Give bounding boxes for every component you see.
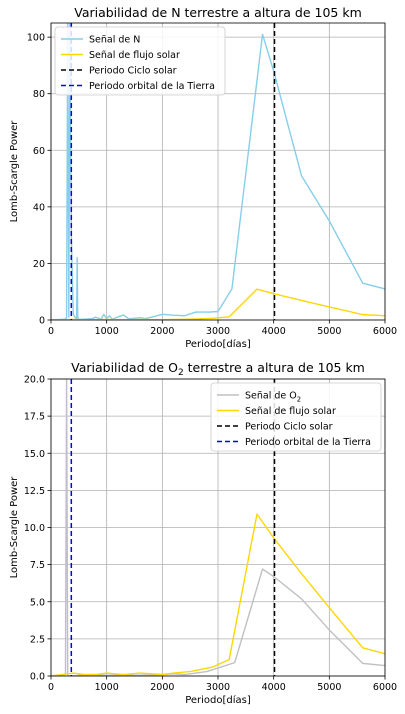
chart-panel-2: Variabilidad de O2 terrestre a altura de… — [9, 360, 397, 706]
y-tick-label: 0.0 — [30, 672, 45, 683]
legend-box — [210, 382, 382, 452]
x-tick-label: 4000 — [262, 326, 286, 337]
legend-label-4: Periodo orbital de la Tierra — [245, 437, 371, 448]
y-tick-label: 7.5 — [30, 560, 45, 571]
legend: Señal de N Señal de flujo solar Periodo Ci… — [54, 26, 226, 96]
legend-label-2: Señal de flujo solar — [89, 50, 180, 61]
y-tick-label: 0 — [39, 316, 45, 327]
x-tick-label: 5000 — [317, 326, 341, 337]
x-axis-label: Periodo[días] — [185, 694, 251, 706]
y-tick-label: 100 — [27, 33, 45, 44]
x-tick-label: 2000 — [150, 682, 174, 693]
y-tick-label: 10.0 — [24, 523, 45, 534]
y-tick-label: 5.0 — [30, 597, 45, 608]
axes-frame — [50, 22, 386, 321]
y-tick-label: 2.5 — [30, 634, 45, 645]
series-line-2 — [51, 513, 385, 676]
series-line-1 — [51, 23, 385, 320]
x-axis-label: Periodo[días] — [185, 338, 251, 350]
x-tick-label: 6000 — [373, 326, 397, 337]
legend-label-1: Señal de O2 — [245, 391, 301, 404]
y-axis-label: Lomb-Scargle Power — [9, 476, 20, 579]
chart-title: Variabilidad de O2 terrestre a altura de… — [71, 360, 365, 378]
x-tick-label: 2000 — [150, 326, 174, 337]
x-tick-label: 3000 — [206, 326, 230, 337]
x-tick-label: 1000 — [95, 326, 119, 337]
x-tick-label: 0 — [48, 682, 54, 693]
y-axis-label: Lomb-Scargle Power — [9, 120, 20, 223]
axes-frame — [50, 378, 386, 677]
legend-label-3: Periodo Ciclo solar — [245, 422, 333, 433]
series-line-1 — [51, 379, 385, 676]
y-tick-label: 20 — [33, 259, 45, 270]
y-tick-label: 40 — [33, 202, 45, 213]
legend-box — [54, 26, 226, 96]
legend-label-2: Señal de flujo solar — [245, 406, 336, 417]
x-tick-label: 1000 — [95, 682, 119, 693]
y-tick-label: 80 — [33, 89, 45, 100]
y-tick-label: 60 — [33, 146, 45, 157]
chart-title: Variabilidad de N terrestre a altura de … — [74, 5, 362, 20]
chart-panel-1: Variabilidad de N terrestre a altura de … — [9, 5, 397, 350]
legend-label-4: Periodo orbital de la Tierra — [89, 81, 215, 92]
x-tick-label: 4000 — [262, 682, 286, 693]
y-tick-label: 15.0 — [24, 449, 45, 460]
x-tick-label: 5000 — [317, 682, 341, 693]
legend: Señal de O2 Señal de flujo solar Periodo C… — [210, 382, 382, 452]
y-tick-label: 12.5 — [24, 486, 45, 497]
y-tick-label: 17.5 — [24, 412, 45, 423]
x-tick-label: 6000 — [373, 682, 397, 693]
x-tick-label: 3000 — [206, 682, 230, 693]
legend-label-3: Periodo Ciclo solar — [89, 66, 177, 77]
legend-label-1: Señal de N — [89, 35, 140, 46]
x-tick-label: 0 — [48, 326, 54, 337]
y-tick-label: 20.0 — [24, 375, 45, 386]
